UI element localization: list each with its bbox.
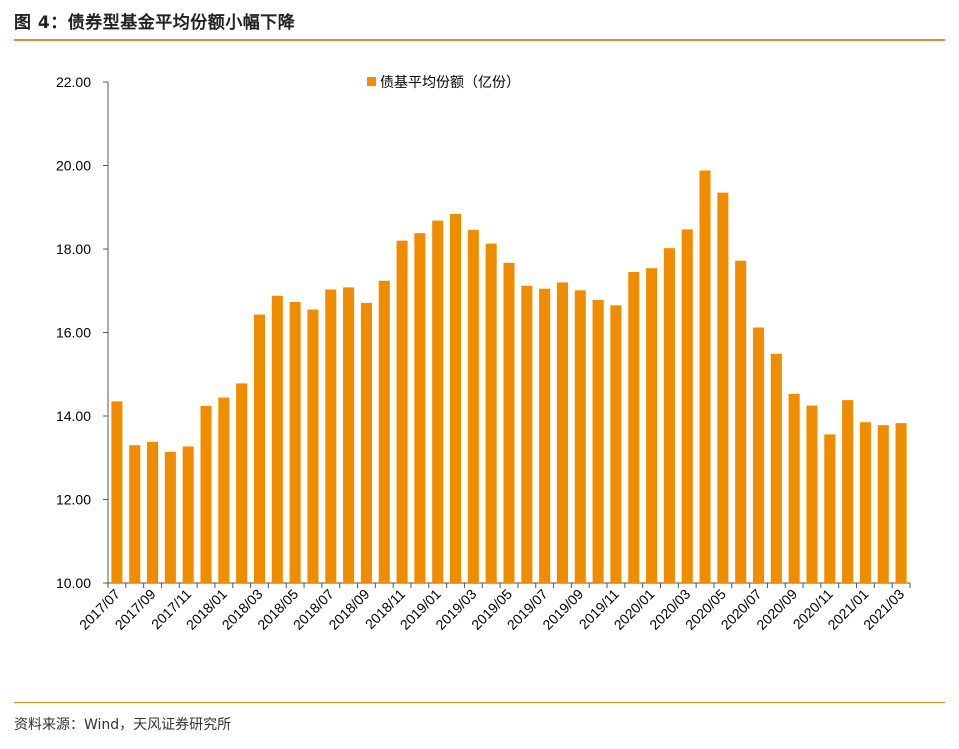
bar	[253, 314, 266, 583]
bar	[343, 287, 355, 583]
bar	[325, 289, 337, 583]
bar	[450, 213, 462, 583]
source-note: 资料来源：Wind，天风证券研究所	[14, 717, 232, 733]
y-tick-label: 10.00	[56, 575, 91, 591]
bar	[770, 353, 782, 583]
y-tick-label: 14.00	[56, 408, 91, 424]
y-tick-label: 20.00	[56, 158, 91, 174]
bar	[895, 423, 907, 583]
y-tick-label: 22.00	[56, 74, 91, 90]
bar	[432, 220, 444, 584]
title-divider	[14, 39, 945, 41]
bar	[218, 397, 230, 583]
bar	[663, 248, 675, 584]
bar	[378, 280, 390, 583]
bar	[503, 262, 515, 583]
bar	[236, 383, 248, 583]
bar	[788, 393, 800, 583]
bar	[467, 229, 479, 584]
source-divider	[14, 702, 945, 703]
bar	[396, 240, 408, 583]
legend-label: 债基平均份额（亿份）	[380, 74, 520, 91]
bar	[147, 441, 159, 583]
bar	[859, 422, 871, 583]
bar	[646, 268, 658, 583]
bar	[200, 405, 212, 583]
bar-chart: 10.00 12.00 14.00 16.00 18.00 20.00 22.00 2017…	[56, 74, 911, 633]
bar	[842, 400, 854, 583]
y-tick-labels: 10.00 12.00 14.00 16.00 18.00 20.00 22.00	[56, 74, 91, 591]
bar	[289, 302, 301, 583]
bar	[129, 445, 141, 583]
bar	[360, 302, 372, 583]
y-tick-label: 16.00	[56, 325, 91, 341]
chart-bars	[111, 170, 907, 584]
bar	[877, 425, 889, 583]
bar	[610, 305, 622, 583]
legend-swatch	[367, 77, 376, 86]
bar	[164, 451, 176, 583]
y-tick-label: 12.00	[56, 492, 91, 508]
bar	[824, 434, 836, 583]
x-tick-labels: 2017/072017/092017/112018/012018/032018/…	[76, 586, 907, 633]
bar	[556, 282, 568, 583]
bar	[628, 271, 640, 583]
bar	[182, 446, 194, 583]
bar	[574, 290, 586, 583]
bar	[521, 285, 533, 583]
bar	[414, 233, 426, 583]
bar	[681, 229, 693, 583]
bar	[717, 192, 729, 583]
chart-legend: 债基平均份额（亿份）	[367, 74, 520, 91]
y-tick-label: 18.00	[56, 241, 91, 257]
bar	[307, 309, 319, 583]
bar	[539, 288, 551, 583]
figure-title: 图 4：债券型基金平均份额小幅下降	[14, 13, 296, 33]
bar	[752, 327, 765, 583]
bar	[592, 299, 604, 583]
bar	[271, 295, 283, 583]
bar	[699, 170, 711, 583]
bar	[735, 260, 747, 583]
bar	[485, 243, 497, 583]
bar	[806, 405, 818, 583]
bar	[111, 401, 123, 583]
